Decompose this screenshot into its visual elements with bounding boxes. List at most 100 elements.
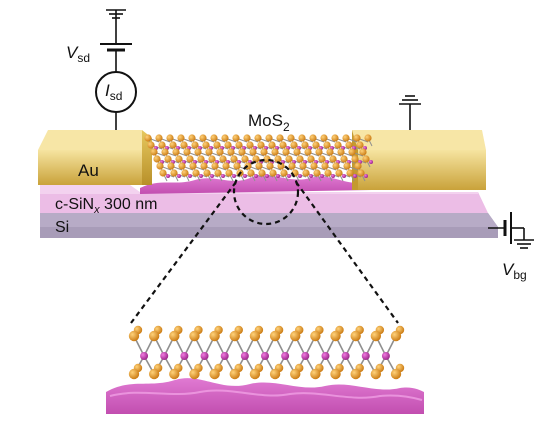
sulfur-atom bbox=[287, 134, 295, 142]
vsd-label: Vsd bbox=[66, 43, 90, 65]
sulfur-atom bbox=[274, 155, 282, 163]
sulfur-atom bbox=[279, 141, 287, 149]
zoom-ellipse bbox=[232, 158, 300, 226]
sulfur-atom bbox=[192, 169, 200, 177]
sulfur-atom bbox=[269, 169, 277, 177]
molybdenum-atom bbox=[199, 174, 203, 178]
sulfur-atom bbox=[331, 134, 339, 142]
molybdenum-atom bbox=[298, 174, 302, 178]
gold-contact-right bbox=[352, 130, 486, 190]
sulfur-atom bbox=[249, 148, 257, 156]
sulfur-atom bbox=[180, 141, 188, 149]
sulfur-atom bbox=[340, 155, 348, 163]
zoom-indicator bbox=[130, 158, 399, 324]
sulfur-atom bbox=[243, 134, 251, 142]
molybdenum-atom bbox=[320, 174, 324, 178]
sulfur-atom bbox=[280, 169, 288, 177]
sulfur-atom bbox=[232, 134, 240, 142]
molybdenum-atom bbox=[243, 174, 247, 178]
sulfur-atom bbox=[208, 155, 216, 163]
substrate-stack bbox=[40, 185, 498, 238]
sulfur-atom bbox=[189, 162, 197, 170]
sulfur-atom bbox=[166, 134, 174, 142]
molybdenum-atom bbox=[364, 174, 368, 178]
sulfur-atom bbox=[323, 141, 331, 149]
zoom-sulfur-bottom bbox=[269, 368, 281, 380]
zoom-sulfur-bottom bbox=[390, 368, 402, 380]
sulfur-atom bbox=[177, 134, 185, 142]
sulfur-atom bbox=[353, 134, 361, 142]
zoom-sulfur-bottom bbox=[229, 368, 240, 380]
molybdenum-atom bbox=[254, 174, 258, 178]
zoom-molybdenum bbox=[341, 352, 350, 360]
zoom-sulfur-top bbox=[290, 330, 301, 342]
zoom-sulfur-top bbox=[330, 330, 341, 342]
zoom-sulfur-top bbox=[249, 330, 261, 342]
sulfur-atom bbox=[296, 155, 304, 163]
zoom-membrane-highlight bbox=[109, 389, 423, 401]
zoom-sulfur-bottom bbox=[169, 368, 180, 380]
sulfur-atom bbox=[312, 141, 320, 149]
sulfur-atom bbox=[258, 169, 266, 177]
sulfur-atom bbox=[307, 155, 315, 163]
molybdenum-atom bbox=[331, 174, 335, 178]
zoom-sulfur-bottom bbox=[189, 368, 200, 380]
sulfur-atom bbox=[155, 134, 163, 142]
mos2-label: MoS2 bbox=[248, 111, 290, 134]
sulfur-atom bbox=[359, 148, 367, 156]
si-label: Si bbox=[55, 219, 69, 236]
molybdenum-atom bbox=[188, 174, 192, 178]
sulfur-atom bbox=[214, 169, 222, 177]
sulfur-atom bbox=[293, 148, 301, 156]
sulfur-atom bbox=[230, 155, 238, 163]
isd-label: Isd bbox=[105, 81, 122, 103]
sulfur-atom bbox=[299, 162, 307, 170]
zoom-sulfur-bottom bbox=[128, 368, 140, 380]
zoom-molybdenum bbox=[140, 352, 149, 360]
sulfur-atom bbox=[211, 162, 219, 170]
sulfur-atom bbox=[346, 169, 354, 177]
sulfur-atom bbox=[144, 134, 152, 142]
sulfur-atom bbox=[159, 169, 167, 177]
sulfur-atom bbox=[235, 141, 243, 149]
sulfur-atom bbox=[200, 162, 208, 170]
sulfur-atom bbox=[224, 141, 232, 149]
mos2-flake-lattice bbox=[144, 134, 373, 182]
sulfur-atom bbox=[260, 148, 268, 156]
sulfur-atom bbox=[351, 155, 359, 163]
zoom-sulfur-top bbox=[350, 330, 361, 342]
sulfur-atom bbox=[199, 134, 207, 142]
sulfur-atom bbox=[205, 148, 213, 156]
zoom-sulfur-top bbox=[310, 330, 321, 342]
sulfur-atom bbox=[315, 148, 323, 156]
sulfur-atom bbox=[188, 134, 196, 142]
zoom-line-right bbox=[295, 181, 399, 324]
zoom-sulfur-top bbox=[169, 330, 180, 342]
nitride-layer-top bbox=[40, 185, 478, 194]
sulfur-atom bbox=[334, 141, 342, 149]
sulfur-atom bbox=[181, 169, 189, 177]
sulfur-atom bbox=[276, 134, 284, 142]
sulfur-atom bbox=[282, 148, 290, 156]
sulfur-atom bbox=[268, 141, 276, 149]
drain-ground bbox=[399, 95, 421, 130]
sulfur-atom bbox=[335, 169, 343, 177]
molybdenum-atom bbox=[221, 174, 225, 178]
molybdenum-atom bbox=[276, 174, 280, 178]
sulfur-atom bbox=[364, 134, 372, 142]
zoom-sulfur-top bbox=[148, 330, 160, 342]
sulfur-atom bbox=[357, 169, 365, 177]
sulfur-atom bbox=[219, 155, 227, 163]
zoom-sulfur-top bbox=[189, 330, 200, 342]
sulfur-atom bbox=[213, 141, 221, 149]
zoom-molybdenum bbox=[301, 352, 310, 360]
sulfur-atom bbox=[298, 134, 306, 142]
molybdenum-atom bbox=[166, 174, 170, 178]
silicon-layer-top bbox=[40, 213, 498, 227]
sulfur-atom bbox=[326, 148, 334, 156]
membrane-wavy bbox=[140, 175, 372, 194]
sulfur-atom bbox=[222, 162, 230, 170]
zoom-sulfur-top bbox=[370, 330, 382, 342]
